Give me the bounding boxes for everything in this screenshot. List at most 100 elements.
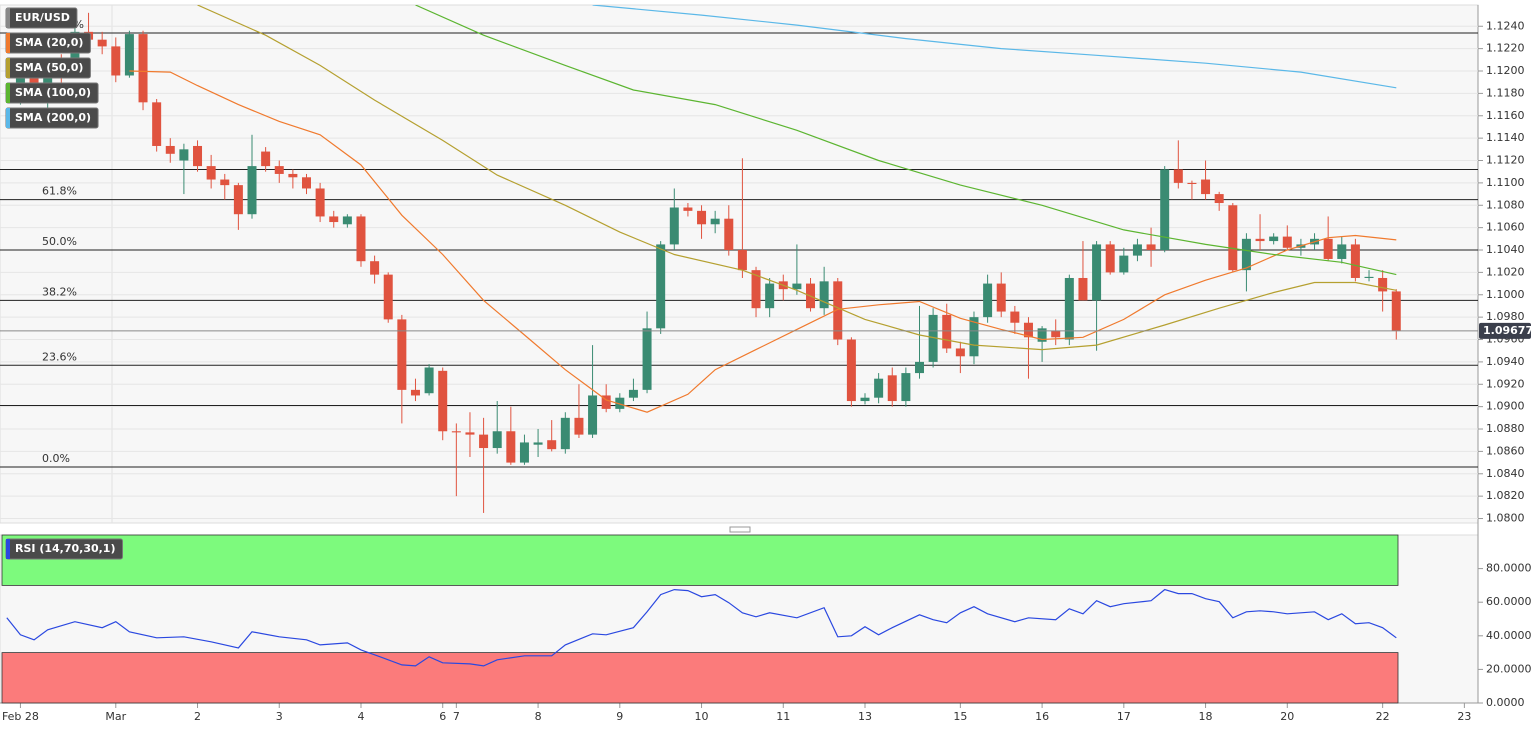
candle-body [1078, 277, 1088, 301]
y-tick-label: 1.1240 [1486, 19, 1525, 32]
x-tick-label: 17 [1117, 710, 1131, 723]
candle-body [1187, 182, 1197, 185]
candle-body [683, 207, 693, 211]
x-tick-label: 4 [357, 710, 364, 723]
candle-body [233, 185, 243, 215]
candle-body [152, 102, 162, 146]
candle-body [261, 151, 271, 167]
x-tick-label: 11 [776, 710, 790, 723]
y-tick-label: 20.0000 [1486, 662, 1532, 675]
candle-body [165, 145, 175, 154]
candle-body [1064, 277, 1074, 340]
y-tick-label: 1.0800 [1486, 512, 1525, 525]
candle-body [492, 431, 502, 449]
candle-body [560, 417, 570, 450]
candle-body [1201, 179, 1211, 195]
candle-body [1364, 276, 1374, 278]
y-tick-label: 1.1000 [1486, 288, 1525, 301]
candle-body [819, 281, 829, 309]
y-tick-label: 1.1120 [1486, 154, 1525, 167]
x-tick-label: 3 [276, 710, 283, 723]
candle-body [1023, 322, 1033, 338]
candle-body [138, 34, 148, 103]
x-tick-label: 13 [858, 710, 872, 723]
y-tick-label: 1.1140 [1486, 131, 1525, 144]
legend-label: RSI (14,70,30,1) [15, 542, 115, 555]
candle-body [465, 432, 475, 435]
legend-item: EUR/USD [5, 7, 78, 29]
candle-body [860, 397, 870, 402]
candle-body [438, 370, 448, 432]
y-tick-label: 1.1100 [1486, 176, 1525, 189]
legend-swatch [6, 33, 10, 53]
candle-body [996, 283, 1006, 312]
candle-body [1241, 238, 1251, 271]
candle-body [615, 397, 625, 409]
rsi-zone [1, 534, 1399, 586]
legend-swatch [6, 58, 10, 78]
candle-body [887, 375, 897, 402]
y-tick-label: 40.0000 [1486, 629, 1532, 642]
last-price-badge [1479, 322, 1531, 339]
y-tick-label: 1.0900 [1486, 400, 1525, 413]
candle-body [315, 188, 325, 217]
fib-label: 23.6% [42, 350, 77, 363]
legend-swatch [6, 539, 10, 559]
candle-body [983, 283, 993, 318]
candle-body [942, 314, 952, 349]
candle-body [274, 166, 284, 174]
candle-body [356, 216, 366, 262]
series-line [415, 5, 1397, 276]
x-tick-label: 16 [1035, 710, 1049, 723]
candle-body [846, 339, 856, 402]
candle-body [370, 261, 380, 275]
y-tick-label: 1.0920 [1486, 377, 1525, 390]
rsi-lines [6, 588, 1397, 667]
x-tick-label: 23 [1457, 710, 1471, 723]
panel-resize-handle[interactable] [729, 526, 751, 533]
candle-body [220, 179, 230, 186]
candle-body [751, 270, 761, 309]
candle-body [724, 218, 734, 251]
x-tick-label: 15 [953, 710, 967, 723]
y-tick-label: 1.0840 [1486, 467, 1525, 480]
series-line [6, 588, 1397, 667]
candle-body [206, 166, 216, 180]
candle-body [1350, 244, 1360, 278]
x-tick-label: 2 [194, 710, 201, 723]
y-tick-label: 0.0000 [1486, 696, 1525, 709]
candle-body [1132, 244, 1142, 256]
y-tick-label: 1.1220 [1486, 42, 1525, 55]
x-tick-label: 6 [439, 710, 446, 723]
candle-body [410, 389, 420, 396]
candle-body [710, 218, 720, 225]
fib-label: 50.0% [42, 235, 77, 248]
candle-body [601, 395, 611, 409]
candle-body [642, 328, 652, 390]
candle-body [1337, 244, 1347, 259]
x-tick-label: 8 [535, 710, 542, 723]
candles [15, 12, 1401, 513]
fib-label: 61.8% [42, 185, 77, 198]
x-tick-label: Feb 28 [2, 710, 39, 723]
legend-swatch [6, 108, 10, 128]
x-tick-label: 20 [1280, 710, 1294, 723]
candle-body [1378, 277, 1388, 292]
legend-label: SMA (100,0) [15, 86, 91, 99]
candle-body [1037, 328, 1047, 342]
candle-body [1323, 238, 1333, 259]
legend-swatch [6, 83, 10, 103]
candle-body [97, 39, 107, 47]
legend-label: SMA (200,0) [15, 111, 91, 124]
candle-body [901, 373, 911, 402]
legend-item: SMA (100,0) [5, 82, 99, 104]
candle-body [765, 283, 775, 309]
legend-label: EUR/USD [15, 11, 70, 24]
candle-body [329, 216, 339, 223]
candle-body [424, 367, 434, 394]
x-tick-label: 9 [616, 710, 623, 723]
candle-body [342, 216, 352, 225]
y-tick-label: 1.1040 [1486, 243, 1525, 256]
candle-body [1092, 244, 1102, 301]
